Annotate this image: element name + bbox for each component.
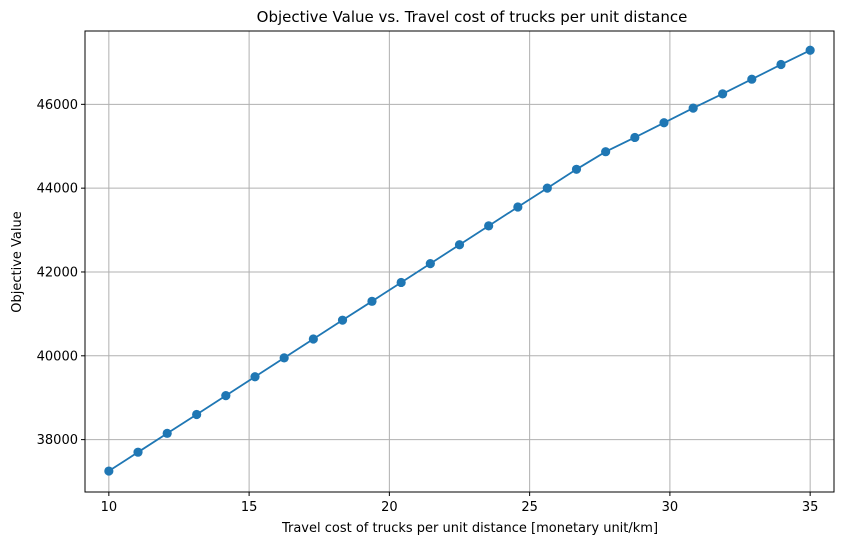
data-point (688, 103, 698, 113)
data-point (367, 296, 377, 306)
y-tick-label: 46000 (37, 98, 78, 113)
y-tick-label: 40000 (37, 349, 78, 364)
data-point (425, 258, 435, 269)
ticks: 10 15 20 25 30 35 38000 40000 42000 44000 46000 (37, 98, 819, 515)
data-point (542, 183, 552, 193)
y-tick-label: 42000 (37, 265, 78, 280)
data-point (308, 334, 318, 344)
x-tick-label: 15 (241, 500, 258, 515)
data-point (571, 164, 582, 174)
data-point (104, 466, 114, 476)
chart-title: Objective Value vs. Travel cost of truck… (257, 8, 688, 26)
data-point (776, 59, 786, 70)
data-point (513, 202, 523, 212)
x-axis-label: Travel cost of trucks per unit distance … (281, 521, 658, 536)
data-point (337, 315, 348, 325)
data-point (250, 372, 260, 382)
data-point (162, 428, 172, 438)
data-point (630, 132, 640, 143)
y-tick-label: 44000 (37, 182, 78, 197)
x-tick-label: 30 (662, 500, 679, 515)
data-point (805, 45, 815, 55)
x-tick-label: 10 (101, 500, 118, 515)
x-tick-label: 25 (521, 500, 538, 515)
data-point (396, 277, 406, 288)
data-point (484, 221, 494, 231)
y-axis-label: Objective Value (10, 211, 25, 312)
data-point (454, 240, 465, 250)
plot-frame (84, 30, 835, 493)
x-tick-label: 20 (381, 500, 398, 515)
series-layer (104, 45, 815, 476)
grid (85, 31, 834, 492)
data-point (221, 391, 231, 401)
y-tick-label: 38000 (37, 433, 78, 448)
data-point (601, 147, 611, 157)
data-point (279, 353, 289, 363)
x-tick-label: 35 (802, 500, 819, 515)
data-point (747, 74, 757, 84)
data-point (192, 409, 202, 420)
data-point (133, 447, 143, 457)
series-line (108, 49, 811, 472)
data-point (718, 89, 728, 99)
data-point (659, 118, 669, 128)
